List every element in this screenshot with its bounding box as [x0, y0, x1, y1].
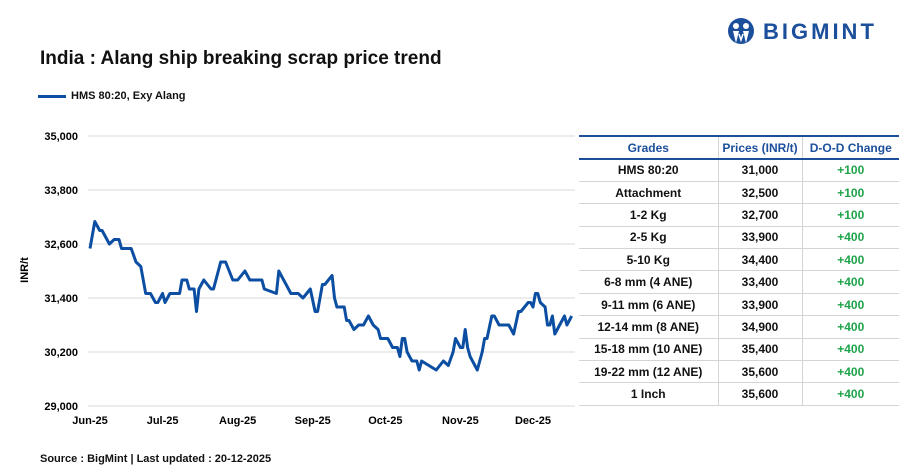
y-tick-label: 32,600 — [44, 239, 78, 251]
cell-change: +100 — [801, 203, 899, 227]
page-title: India : Alang ship breaking scrap price … — [40, 48, 442, 69]
cell-grade: HMS 80:20 — [579, 159, 718, 182]
cell-price: 33,400 — [717, 270, 802, 294]
table-row: 6-8 mm (4 ANE) 33,400 +400 — [579, 270, 899, 294]
cell-price: 32,700 — [717, 203, 802, 227]
cell-price: 31,000 — [717, 159, 802, 182]
price-line-chart: 35,000 33,800 32,600 31,400 30,200 29,000 Jun… — [19, 131, 575, 427]
cell-change: +100 — [801, 181, 899, 205]
x-tick-label: Jun-25 — [72, 415, 107, 427]
bigmint-logo-icon — [728, 18, 754, 44]
y-tick-label: 33,800 — [44, 185, 78, 197]
table-row: 1-2 Kg 32,700 +100 — [579, 203, 899, 227]
chart-legend: HMS 80:20, Exy Alang — [38, 90, 186, 102]
cell-change: +400 — [801, 226, 899, 250]
table-row: Attachment 32,500 +100 — [579, 181, 899, 205]
cell-grade: 6-8 mm (4 ANE) — [579, 270, 718, 294]
cell-price: 34,900 — [717, 315, 802, 339]
y-tick-label: 29,000 — [44, 401, 78, 413]
legend-label: HMS 80:20, Exy Alang — [71, 90, 186, 102]
table-row: 2-5 Kg 33,900 +400 — [579, 226, 899, 250]
y-tick-label: 31,400 — [44, 293, 78, 305]
header-change: D-O-D Change — [801, 135, 899, 160]
cell-change: +400 — [801, 360, 899, 384]
cell-price: 33,900 — [717, 293, 802, 317]
cell-grade: 2-5 Kg — [579, 226, 718, 250]
y-tick-label: 30,200 — [44, 347, 78, 359]
cell-grade: 1-2 Kg — [579, 203, 718, 227]
x-tick-label: Nov-25 — [442, 415, 479, 427]
table-row: 9-11 mm (6 ANE) 33,900 +400 — [579, 293, 899, 317]
legend-swatch — [38, 94, 66, 98]
cell-price: 35,600 — [717, 382, 802, 406]
cell-change: +400 — [801, 338, 899, 362]
bigmint-logo: BIGMINT — [727, 17, 877, 47]
cell-change: +400 — [801, 248, 899, 272]
cell-price: 34,400 — [717, 248, 802, 272]
cell-change: +400 — [801, 270, 899, 294]
cell-change: +100 — [801, 159, 899, 182]
header-prices: Prices (INR/t) — [717, 135, 802, 160]
table-row: 12-14 mm (8 ANE) 34,900 +400 — [579, 315, 899, 339]
source-note: Source : BigMint | Last updated : 20-12-… — [40, 453, 272, 465]
cell-change: +400 — [801, 315, 899, 339]
series-line-hms-80-20 — [88, 220, 574, 372]
cell-grade: 15-18 mm (10 ANE) — [579, 338, 718, 362]
cell-grade: 12-14 mm (8 ANE) — [579, 315, 718, 339]
y-tick-label: 35,000 — [44, 131, 78, 143]
x-tick-label: Dec-25 — [515, 415, 551, 427]
cell-grade: 1 Inch — [579, 382, 718, 406]
cell-grade: 9-11 mm (6 ANE) — [579, 293, 718, 317]
cell-price: 35,600 — [717, 360, 802, 384]
x-tick-label: Jul-25 — [147, 415, 179, 427]
header-grades: Grades — [579, 135, 718, 160]
table-row: 15-18 mm (10 ANE) 35,400 +400 — [579, 338, 899, 362]
table-row: 5-10 Kg 34,400 +400 — [579, 248, 899, 272]
cell-change: +400 — [801, 293, 899, 317]
x-tick-label: Sep-25 — [295, 415, 331, 427]
cell-grade: 5-10 Kg — [579, 248, 718, 272]
cell-price: 33,900 — [717, 226, 802, 250]
table-row: 19-22 mm (12 ANE) 35,600 +400 — [579, 360, 899, 384]
cell-grade: Attachment — [579, 181, 718, 205]
table-row: 1 Inch 35,600 +400 — [579, 382, 899, 406]
y-axis-label: INR/t — [19, 257, 31, 283]
x-tick-label: Oct-25 — [368, 415, 402, 427]
grades-price-table: Grades Prices (INR/t) D-O-D Change HMS 8… — [579, 135, 899, 406]
brand-name: BIGMINT — [763, 19, 877, 44]
cell-price: 35,400 — [717, 338, 802, 362]
cell-grade: 19-22 mm (12 ANE) — [579, 360, 718, 384]
cell-price: 32,500 — [717, 181, 802, 205]
cell-change: +400 — [801, 382, 899, 406]
table-row: HMS 80:20 31,000 +100 — [579, 159, 899, 182]
x-tick-label: Aug-25 — [219, 415, 256, 427]
